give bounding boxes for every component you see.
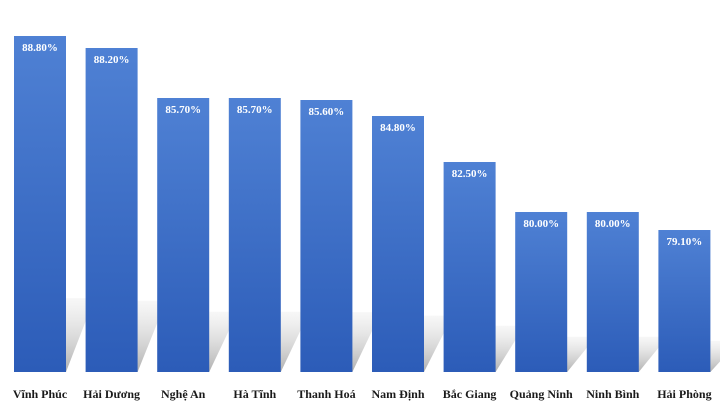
data-labels: 88.80% 88.20% 85.70% 85.70% 85.60% 84.80% 82.5… (22, 42, 702, 248)
bar-hai-duong (85, 48, 138, 372)
bar-nghe-an (157, 98, 210, 372)
bar-ninh-binh (586, 212, 639, 372)
bar-thanh-hoa (300, 100, 353, 372)
value-label-quang-ninh: 80.00% (523, 218, 559, 230)
category-label-quang-ninh: Quảng Ninh (510, 387, 573, 401)
bar-nam-dinh (372, 116, 424, 372)
bar-quang-ninh (515, 212, 568, 372)
category-label-nghe-an: Nghệ An (161, 387, 206, 401)
value-label-bac-giang: 82.50% (452, 168, 488, 180)
category-label-hai-phong: Hải Phòng (657, 387, 711, 401)
value-label-hai-duong: 88.20% (94, 54, 130, 66)
category-label-bac-giang: Bắc Giang (443, 387, 497, 401)
value-label-ha-tinh: 85.70% (237, 104, 273, 116)
value-label-nam-dinh: 84.80% (380, 122, 416, 134)
bar-hai-phong (658, 230, 711, 372)
category-label-hai-duong: Hải Dương (83, 387, 140, 401)
category-label-ninh-binh: Ninh Bình (586, 387, 639, 401)
bar-bac-giang (443, 162, 496, 372)
category-labels: Vĩnh Phúc Hải Dương Nghệ An Hà Tĩnh Thanh Ho… (13, 387, 712, 401)
category-label-ha-tinh: Hà Tĩnh (233, 387, 276, 401)
value-label-thanh-hoa: 85.60% (309, 106, 345, 118)
category-label-vinh-phuc: Vĩnh Phúc (13, 387, 68, 401)
value-label-vinh-phuc: 88.80% (22, 42, 58, 54)
category-label-nam-dinh: Nam Định (371, 387, 424, 401)
value-label-ninh-binh: 80.00% (595, 218, 631, 230)
category-label-thanh-hoa: Thanh Hoá (297, 387, 355, 401)
bars (14, 36, 711, 372)
bar-ha-tinh (228, 98, 281, 372)
bar-vinh-phuc (14, 36, 66, 372)
value-label-nghe-an: 85.70% (165, 104, 201, 116)
value-label-hai-phong: 79.10% (667, 236, 703, 248)
